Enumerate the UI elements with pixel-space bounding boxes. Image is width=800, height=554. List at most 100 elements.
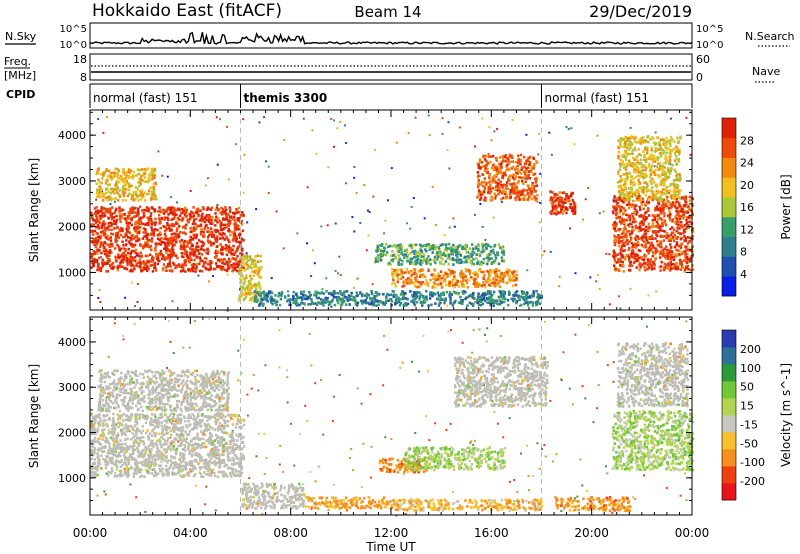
heatmap-cell [514, 270, 518, 273]
heatmap-cell [207, 268, 211, 272]
heatmap-cell [370, 300, 373, 304]
heatmap-cell [121, 252, 124, 256]
heatmap-cell [481, 117, 484, 120]
heatmap-cell [477, 261, 481, 265]
heatmap-cell [274, 299, 277, 302]
heatmap-cell [195, 245, 198, 248]
heatmap-cell [146, 265, 149, 268]
heatmap-cell [211, 222, 214, 225]
heatmap-cell [535, 160, 538, 163]
heatmap-cell [514, 168, 517, 171]
heatmap-cell [466, 304, 469, 307]
heatmap-cell [512, 192, 515, 195]
heatmap-cell [154, 223, 157, 227]
heatmap-cell [354, 303, 358, 306]
heatmap-cell [623, 244, 626, 248]
heatmap-cell [669, 227, 672, 231]
heatmap-cell [653, 160, 657, 163]
heatmap-cell [139, 219, 142, 223]
heatmap-cell [637, 229, 641, 233]
heatmap-cell [238, 269, 242, 272]
heatmap-cell [615, 207, 618, 210]
heatmap-cell [369, 296, 372, 300]
heatmap-cell [228, 208, 232, 211]
heatmap-cell [183, 247, 186, 251]
heatmap-cell [134, 215, 137, 218]
heatmap-cell [122, 235, 125, 239]
heatmap-cell [150, 206, 154, 209]
heatmap-cell [125, 175, 129, 179]
heatmap-cell [224, 211, 228, 215]
heatmap-cell [344, 290, 348, 293]
heatmap-cell [407, 132, 410, 135]
heatmap-cell [138, 221, 141, 225]
heatmap-cell [229, 247, 232, 250]
heatmap-cell [523, 155, 526, 159]
heatmap-cell [642, 217, 645, 221]
heatmap-cell [505, 281, 508, 285]
heatmap-cell [458, 126, 461, 129]
heatmap-cell [101, 258, 104, 262]
heatmap-cell [479, 166, 482, 169]
heatmap-cell [224, 247, 227, 251]
heatmap-cell [292, 290, 295, 294]
heatmap-cell [171, 212, 174, 215]
heatmap-cell [103, 192, 107, 196]
heatmap-cell [123, 267, 126, 270]
heatmap-cell [116, 264, 120, 268]
heatmap-cell [165, 247, 168, 250]
heatmap-cell [508, 280, 511, 283]
heatmap-cell [330, 291, 333, 295]
heatmap-cell [414, 251, 418, 254]
heatmap-cell [241, 211, 244, 214]
heatmap-cell [97, 227, 101, 230]
heatmap-cell [239, 240, 243, 244]
heatmap-cell [637, 194, 640, 198]
heatmap-cell [492, 279, 496, 282]
heatmap-cell [676, 249, 679, 252]
heatmap-cell [498, 302, 502, 306]
heatmap-cell [678, 227, 681, 230]
heatmap-cell [149, 244, 153, 248]
heatmap-cell [169, 242, 172, 246]
heatmap-cell [134, 305, 136, 308]
heatmap-cell [489, 160, 492, 164]
heatmap-cell [495, 278, 498, 282]
heatmap-cell [489, 190, 493, 193]
heatmap-cell [499, 180, 502, 184]
heatmap-cell [635, 226, 638, 230]
heatmap-cell [447, 242, 451, 246]
heatmap-cell [227, 219, 230, 222]
heatmap-cell [581, 218, 584, 221]
heatmap-cell [489, 292, 492, 296]
cpid-segment-label: themis 3300 [244, 91, 328, 105]
heatmap-cell [172, 244, 174, 247]
heatmap-cell [196, 262, 199, 266]
heatmap-cell [613, 234, 616, 238]
heatmap-cell [410, 260, 413, 264]
heatmap-cell [662, 201, 665, 205]
heatmap-cell [242, 298, 245, 302]
heatmap-cell [651, 214, 655, 217]
heatmap-cell [646, 249, 649, 252]
heatmap-cell [152, 187, 155, 190]
heatmap-cell [686, 248, 690, 251]
heatmap-cell [439, 301, 442, 304]
heatmap-cell [654, 230, 657, 233]
heatmap-cell [508, 269, 511, 272]
heatmap-cell [97, 262, 100, 266]
heatmap-cell [95, 239, 98, 243]
heatmap-cell [656, 240, 659, 243]
heatmap-cell [394, 256, 397, 260]
heatmap-cell [679, 237, 683, 241]
noise-left-tick-top: 10^5 [60, 24, 87, 35]
heatmap-cell [248, 299, 252, 302]
heatmap-cell [256, 254, 259, 258]
heatmap-cell [660, 260, 663, 264]
heatmap-cell [191, 215, 194, 219]
heatmap-cell [681, 196, 684, 199]
heatmap-cell [453, 225, 456, 228]
heatmap-cell [387, 245, 390, 249]
heatmap-cell [103, 246, 106, 249]
heatmap-cell [355, 294, 358, 298]
